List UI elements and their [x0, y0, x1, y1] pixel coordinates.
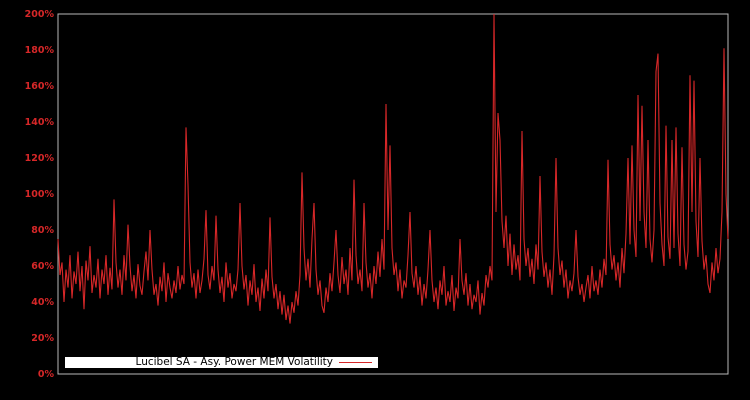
- legend: Lucibel SA - Asy. Power MEM Volatility: [64, 356, 379, 369]
- legend-line-sample: [339, 362, 372, 363]
- y-tick-label: 200%: [24, 8, 54, 20]
- volatility-line: [57, 13, 729, 324]
- y-tick-label: 180%: [24, 44, 54, 56]
- y-tick-label: 0%: [37, 368, 54, 380]
- y-tick-label: 20%: [31, 332, 54, 344]
- y-tick-label: 120%: [24, 152, 54, 164]
- y-tick-label: 100%: [24, 188, 54, 200]
- plot-border: [57, 13, 729, 375]
- y-tick-label: 140%: [24, 116, 54, 128]
- y-tick-label: 160%: [24, 80, 54, 92]
- legend-label: Lucibel SA - Asy. Power MEM Volatility: [135, 356, 333, 368]
- y-tick-label: 40%: [31, 296, 54, 308]
- y-tick-label: 80%: [31, 224, 54, 236]
- y-tick-label: 60%: [31, 260, 54, 272]
